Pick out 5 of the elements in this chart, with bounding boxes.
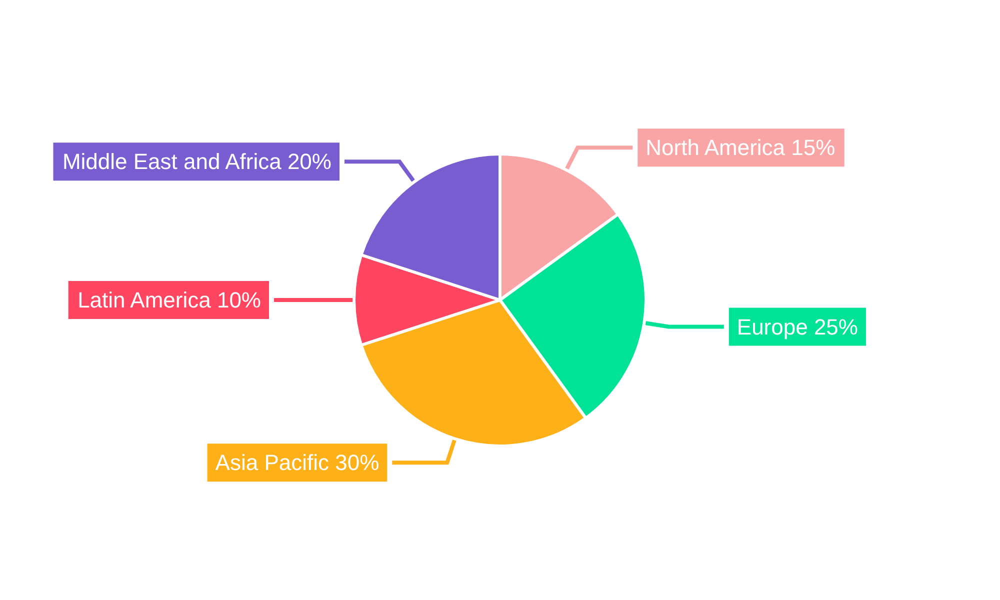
- slice-label: North America 15%: [646, 135, 836, 160]
- slice-label: Latin America 10%: [78, 288, 261, 312]
- slice-label: Asia Pacific 30%: [215, 450, 380, 476]
- slice-label: Middle East and Africa 20%: [62, 149, 332, 174]
- slice-label: Europe 25%: [736, 314, 858, 340]
